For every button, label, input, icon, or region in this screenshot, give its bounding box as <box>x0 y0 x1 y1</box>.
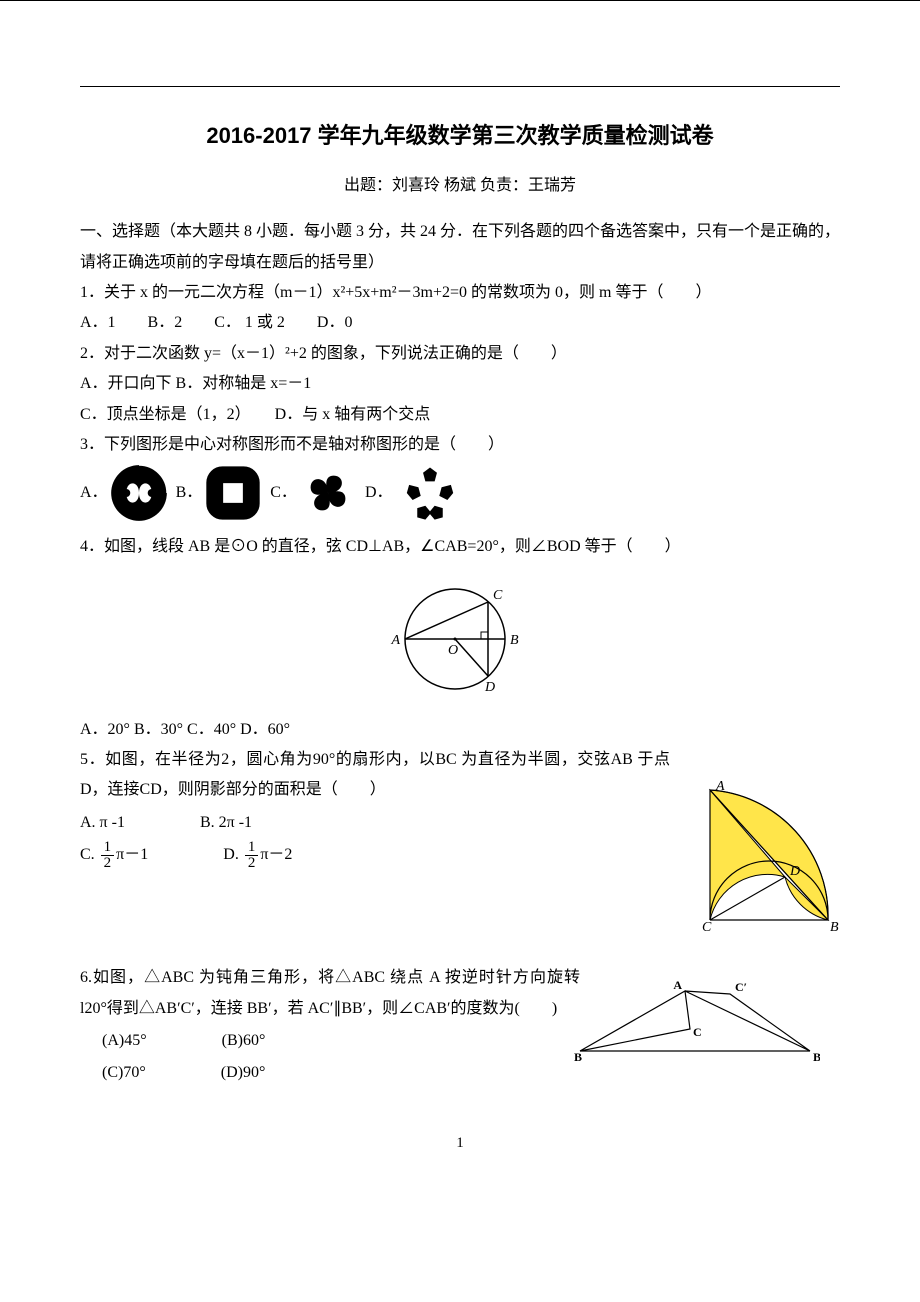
q1-stem: 1．关于 x 的一元二次方程（m－1）x²+5x+m²－3m+2=0 的常数项为… <box>80 278 840 308</box>
circle-chord-figure-icon: A B C D O <box>385 569 535 709</box>
q3-opt-b-label: B． <box>176 478 203 508</box>
q5-opt-c: C. 12π－1 <box>80 840 148 871</box>
q5-opt-d-pre: D. <box>223 846 243 863</box>
q3-stem: 3．下列图形是中心对称图形而不是轴对称图形的是（ ） <box>80 430 840 460</box>
fraction-icon: 12 <box>101 840 115 871</box>
label-B: B <box>510 633 519 648</box>
pentagon-cluster-icon <box>401 464 459 522</box>
q6-opt-a: (A)45° <box>102 1026 147 1056</box>
q5-label-D: D <box>789 864 800 879</box>
four-loop-icon <box>299 464 357 522</box>
q5-opt-b: B. 2π -1 <box>200 808 252 838</box>
q4-options: A．20° B．30° C．40° D．60° <box>80 715 840 745</box>
top-rule <box>80 86 840 87</box>
q6-label-B: B <box>574 1050 582 1064</box>
frac-num: 1 <box>101 840 115 856</box>
q2-option-line2: C．顶点坐标是（1，2） D．与 x 轴有两个交点 <box>80 400 840 430</box>
label-O: O <box>448 643 458 658</box>
q1-options: A．1 B．2 C． 1 或 2 D．0 <box>80 308 840 338</box>
label-D: D <box>484 680 495 695</box>
rounded-square-hole-icon <box>204 464 262 522</box>
q5-label-A: A <box>715 779 725 794</box>
q3-opt-a: A． <box>80 464 168 522</box>
section-1-intro: 一、选择题（本大题共 8 小题．每小题 3 分，共 24 分．在下列各题的四个备… <box>80 217 840 278</box>
q6-label-Bp: B′ <box>813 1050 820 1064</box>
label-A: A <box>390 633 400 648</box>
q3-opt-b: B． <box>176 464 263 522</box>
q5-label-B: B <box>830 920 839 935</box>
q3-options: A． B． C． <box>80 464 840 522</box>
q6-opt-c: (C)70° <box>102 1058 146 1088</box>
swirl-symbol-icon <box>110 464 168 522</box>
label-C: C <box>493 588 503 603</box>
q2-option-line1: A．开口向下 B．对称轴是 x=－1 <box>80 369 840 399</box>
exam-page: 2016-2017 学年九年级数学第三次教学质量检测试卷 出题：刘喜玲 杨斌 负… <box>0 0 920 1197</box>
q5-opt-c-post: π－1 <box>116 846 148 863</box>
q6-label-A: A <box>673 981 682 992</box>
rotated-triangle-figure-icon: A C′ C B B′ <box>570 981 820 1066</box>
q3-opt-c-label: C． <box>270 478 297 508</box>
q6-label-C: C <box>693 1025 702 1039</box>
sector-semicircle-figure-icon: A C B D <box>690 775 840 935</box>
q2-stem: 2．对于二次函数 y=（x－1）²+2 的图象，下列说法正确的是（ ） <box>80 339 840 369</box>
page-number: 1 <box>80 1129 840 1158</box>
q5-opt-d-post: π－2 <box>260 846 292 863</box>
frac-num2: 1 <box>245 840 259 856</box>
q3-opt-d-label: D． <box>365 478 393 508</box>
exam-title: 2016-2017 学年九年级数学第三次教学质量检测试卷 <box>80 115 840 157</box>
q6-opt-d: (D)90° <box>221 1058 266 1088</box>
q3-opt-a-label: A． <box>80 478 108 508</box>
q5-block: A C B D 5．如图，在半径为2，圆心角为90°的扇形内，以BC 为直径为半… <box>80 745 840 871</box>
q6-label-Cp: C′ <box>735 981 747 994</box>
q5-opt-c-pre: C. <box>80 846 99 863</box>
q6-opt-b: (B)60° <box>222 1026 266 1056</box>
q5-label-C: C <box>702 920 712 935</box>
fraction-icon: 12 <box>245 840 259 871</box>
q5-opt-d: D. 12π－2 <box>223 840 292 871</box>
frac-den: 2 <box>101 856 115 871</box>
frac-den2: 2 <box>245 856 259 871</box>
q5-opt-a: A. π -1 <box>80 808 125 838</box>
q6-block: A C′ C B B′ 6.如图，△ABC 为钝角三角形，将△ABC 绕点 A … <box>80 963 840 1089</box>
exam-subtitle: 出题：刘喜玲 杨斌 负责：王瑞芳 <box>80 171 840 201</box>
q4-stem: 4．如图，线段 AB 是⊙O 的直径，弦 CD⊥AB，∠CAB=20°，则∠BO… <box>80 532 840 562</box>
q3-opt-c: C． <box>270 464 357 522</box>
